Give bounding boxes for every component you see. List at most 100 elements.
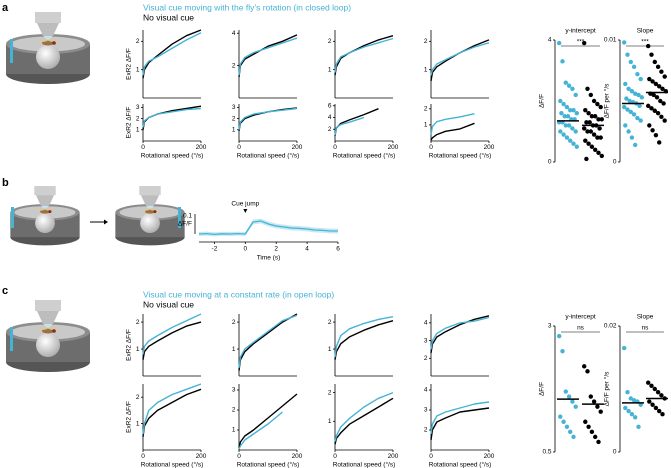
x-axis-label: Rotational speed (°/s) xyxy=(429,152,492,160)
data-point xyxy=(560,59,565,64)
significance: *** xyxy=(577,39,585,46)
data-point xyxy=(568,107,573,113)
panel-label: b xyxy=(2,177,9,189)
y-tick-label: 2 xyxy=(424,355,428,362)
data-line xyxy=(238,393,298,449)
data-line xyxy=(142,107,202,128)
data-point xyxy=(591,132,597,137)
y-tick-label: 2 xyxy=(424,38,428,45)
data-point xyxy=(563,80,568,85)
data-point xyxy=(659,69,664,74)
y-tick-label: 1 xyxy=(424,66,428,73)
x-axis-label: Rotational speed (°/s) xyxy=(333,152,396,160)
data-point xyxy=(582,126,587,131)
data-point xyxy=(655,389,661,395)
y-tick-label: 2 xyxy=(328,389,332,396)
data-point xyxy=(629,412,635,417)
x-tick-label: 0 xyxy=(244,246,248,253)
x-tick-label: 200 xyxy=(388,453,399,460)
data-point xyxy=(570,86,575,92)
data-line xyxy=(430,315,490,354)
data-point xyxy=(588,92,593,98)
data-point xyxy=(595,135,600,140)
data-point xyxy=(559,111,564,116)
data-point xyxy=(623,81,628,87)
y-tick-label: 2 xyxy=(232,62,236,69)
data-point xyxy=(560,349,565,354)
data-point xyxy=(585,129,590,134)
y-tick-label: 2 xyxy=(424,106,428,113)
data-point xyxy=(626,129,631,134)
data-line xyxy=(238,37,298,76)
data-point xyxy=(662,74,667,79)
data-point xyxy=(573,129,578,134)
panel-label: c xyxy=(2,285,8,297)
data-point xyxy=(650,79,655,84)
data-point xyxy=(563,389,568,394)
data-point xyxy=(660,412,665,417)
y-tick-label: 1 xyxy=(328,66,332,73)
data-point xyxy=(659,114,664,120)
y-axis-label: ExR2 ΔF/F xyxy=(126,401,133,433)
arena-icon xyxy=(115,186,185,246)
data-line xyxy=(334,316,394,358)
y-tick-label: 3 xyxy=(232,387,236,394)
data-point xyxy=(627,98,632,104)
data-line xyxy=(142,388,202,437)
data-line xyxy=(142,32,202,76)
x-axis-label: Rotational speed (°/s) xyxy=(237,461,300,468)
x-tick-label: 200 xyxy=(196,144,207,151)
data-point xyxy=(622,40,627,45)
data-point xyxy=(565,114,571,119)
data-point xyxy=(649,383,654,389)
data-point xyxy=(646,43,651,49)
data-point xyxy=(582,40,587,46)
data-point xyxy=(633,415,638,420)
y-axis-label: ΔF/F xyxy=(539,382,546,396)
data-point xyxy=(563,123,568,128)
data-point xyxy=(562,114,567,119)
legend-no-cue: No visual cue xyxy=(143,299,194,309)
data-line xyxy=(198,220,338,236)
data-point xyxy=(599,153,604,159)
y-tick-label: 1 xyxy=(328,346,332,353)
y-tick-label: 6 xyxy=(328,102,332,109)
data-point xyxy=(626,408,631,414)
legend-cue: Visual cue moving at a constant rate (in… xyxy=(143,289,334,299)
data-point xyxy=(653,81,659,87)
data-point xyxy=(586,424,591,429)
y-tick-label: 0 xyxy=(613,159,617,166)
y-tick-label: 2 xyxy=(232,407,236,414)
data-point xyxy=(561,419,566,424)
data-line xyxy=(238,314,298,368)
strip-title: Slope xyxy=(637,28,654,35)
x-tick-label: 0 xyxy=(237,453,241,460)
data-point xyxy=(646,380,651,385)
x-tick-label: 200 xyxy=(292,453,303,460)
x-tick-label: 0 xyxy=(429,144,433,151)
x-tick-label: 200 xyxy=(388,144,399,151)
y-tick-label: 3 xyxy=(548,323,552,330)
data-point xyxy=(628,396,633,401)
data-point xyxy=(623,123,628,128)
data-point xyxy=(570,399,575,404)
data-point xyxy=(629,89,635,94)
y-tick-label: 1 xyxy=(424,122,428,129)
x-tick-label: 0 xyxy=(333,144,337,151)
scale-bar-label: 0.1 xyxy=(183,213,192,220)
data-point xyxy=(625,389,630,395)
y-tick-label: 2 xyxy=(328,38,332,45)
legend-cue: Visual cue moving with the fly’s rotatio… xyxy=(143,2,351,12)
data-point xyxy=(587,120,592,125)
data-point xyxy=(558,414,563,419)
data-point xyxy=(638,118,643,123)
y-tick-label: 2 xyxy=(232,319,236,326)
data-point xyxy=(654,95,660,100)
data-point xyxy=(646,103,651,109)
data-point xyxy=(561,101,566,107)
data-point xyxy=(639,95,644,100)
data-line xyxy=(430,401,490,435)
data-point xyxy=(574,144,579,149)
data-point xyxy=(623,405,628,411)
data-point xyxy=(571,434,576,440)
